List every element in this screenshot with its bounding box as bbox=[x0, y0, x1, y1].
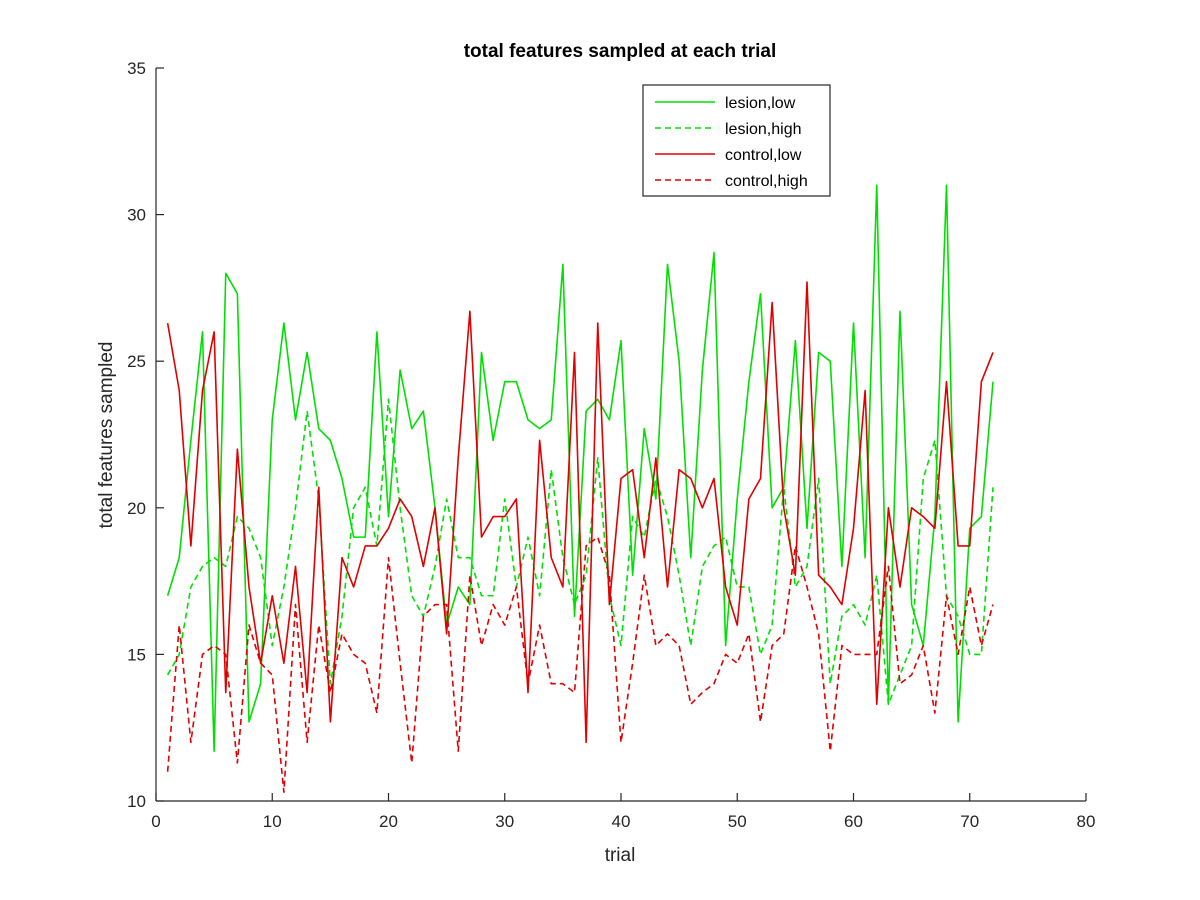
x-tick-label: 60 bbox=[844, 812, 863, 831]
y-tick-label: 35 bbox=[127, 59, 146, 78]
x-tick-label: 20 bbox=[379, 812, 398, 831]
series-layer bbox=[166, 184, 994, 794]
axes-layer: 0 10 20 30 40 50 60 70 80 10 15 20 25 30 35 bbox=[127, 59, 1095, 831]
x-tick-label: 10 bbox=[263, 812, 282, 831]
x-tick-label: 0 bbox=[151, 812, 160, 831]
legend-entry-label: lesion,low bbox=[725, 95, 796, 112]
series-line-lesion-high bbox=[166, 398, 994, 706]
y-axis-label: total features sampled bbox=[96, 342, 117, 529]
y-tick-label: 20 bbox=[127, 499, 146, 518]
x-tick-label: 30 bbox=[495, 812, 514, 831]
x-axis-label: trial bbox=[605, 845, 636, 866]
x-tick-label: 80 bbox=[1077, 812, 1096, 831]
y-tick-label: 30 bbox=[127, 206, 146, 225]
x-tick-label: 70 bbox=[960, 812, 979, 831]
legend-entry-label: control,high bbox=[725, 173, 808, 190]
y-tick-label: 25 bbox=[127, 352, 146, 371]
chart-title: total features sampled at each trial bbox=[464, 41, 777, 62]
series-line-control-high bbox=[166, 536, 994, 794]
series-line-control-low bbox=[166, 281, 994, 744]
series-line-lesion-low bbox=[166, 184, 994, 752]
legend-entry-label: lesion,high bbox=[725, 121, 802, 138]
legend-box bbox=[642, 84, 831, 197]
y-tick-label: 10 bbox=[127, 792, 146, 811]
x-tick-label: 40 bbox=[612, 812, 631, 831]
y-tick-label: 15 bbox=[127, 645, 146, 664]
legend: lesion,low lesion,high control,low control,… bbox=[642, 84, 831, 197]
legend-entry-label: control,low bbox=[725, 147, 802, 164]
x-tick-label: 50 bbox=[728, 812, 747, 831]
